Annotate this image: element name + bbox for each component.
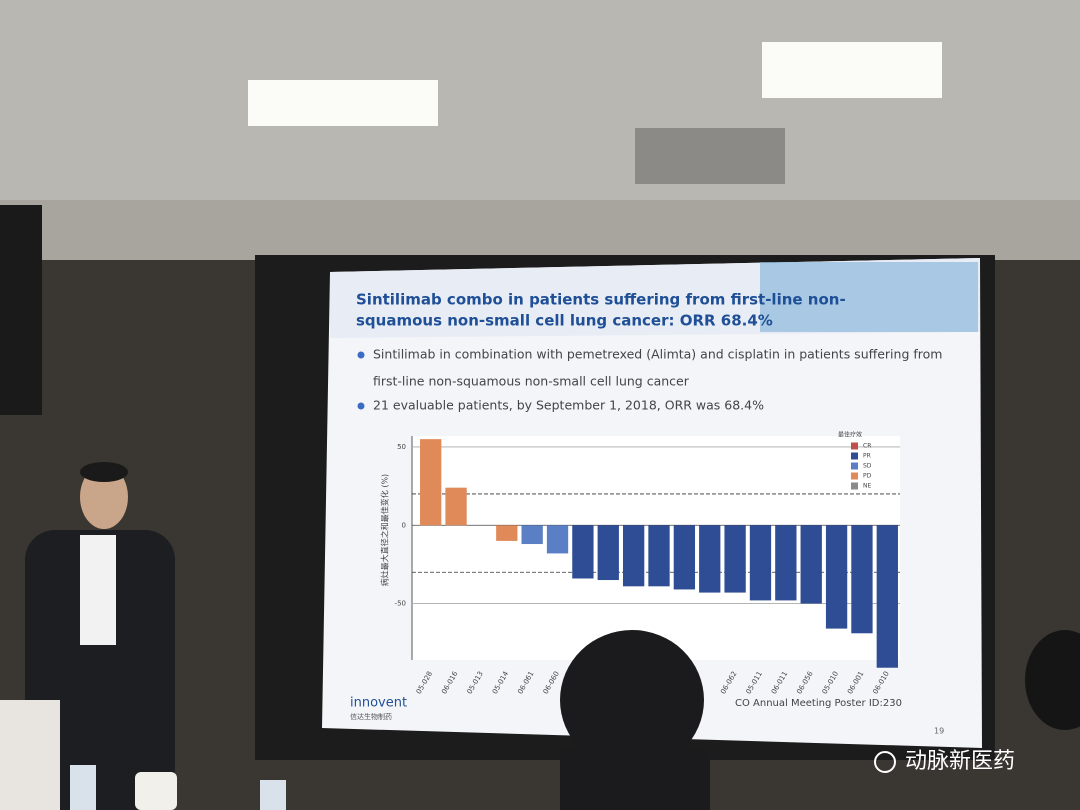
- legend-label: SD: [863, 463, 872, 470]
- footnote: CO Annual Meeting Poster ID:230: [735, 698, 902, 709]
- bottle: [70, 765, 96, 810]
- bar: [800, 525, 822, 604]
- watermark-icon: [874, 751, 896, 773]
- bar: [749, 525, 772, 601]
- cup: [135, 772, 177, 810]
- bar: [572, 525, 594, 579]
- bar: [673, 525, 696, 590]
- bullet-text: first-line non-squamous non-small cell l…: [373, 374, 690, 389]
- slide-title: squamous non-small cell lung cancer: ORR…: [356, 312, 773, 330]
- bar: [622, 525, 645, 587]
- bar: [445, 487, 467, 526]
- y-tick-label: 50: [397, 443, 406, 451]
- bar: [521, 525, 543, 545]
- speaker-head: [80, 465, 128, 529]
- slide-title: Sintilimab combo in patients suffering f…: [356, 291, 846, 309]
- logo-sub: 信达生物制药: [350, 712, 392, 721]
- bullet-text: Sintilimab in combination with pemetrexe…: [373, 347, 942, 362]
- bar: [775, 525, 797, 601]
- speaker-body: [25, 530, 175, 810]
- bar: [851, 525, 873, 634]
- bar: [648, 525, 670, 587]
- y-tick-label: -50: [395, 600, 406, 608]
- audience-shoulder: [0, 700, 60, 810]
- bar: [496, 525, 518, 541]
- bar: [420, 439, 442, 526]
- speaker-shirt: [80, 535, 116, 645]
- legend-swatch: [851, 482, 858, 490]
- beam: [0, 200, 1080, 260]
- bar: [825, 525, 848, 629]
- people: [0, 462, 1080, 810]
- speaker-hair: [80, 462, 128, 482]
- legend-swatch: [851, 452, 858, 460]
- vent: [635, 128, 785, 184]
- y-tick-label: 0: [402, 521, 406, 529]
- bar: [699, 525, 721, 593]
- legend-title: 最佳疗效: [838, 431, 862, 439]
- watermark: 动脉新医药: [905, 749, 1015, 774]
- audience-head: [1025, 630, 1080, 730]
- legend-swatch: [851, 462, 858, 470]
- audience-body: [560, 750, 710, 810]
- legend-swatch: [851, 472, 858, 480]
- y-axis-label: 病灶最大直径之和最佳变化 (%): [380, 474, 390, 586]
- bullet: [357, 351, 365, 359]
- ceiling-light: [762, 42, 942, 98]
- legend-label: PR: [863, 453, 871, 460]
- ceiling-light: [248, 80, 438, 126]
- bar: [724, 525, 746, 593]
- header-image: [760, 262, 978, 332]
- bullet: [357, 402, 365, 410]
- bar: [876, 525, 898, 668]
- ceiling: [0, 0, 1080, 230]
- logo: innovent: [350, 696, 407, 711]
- bar: [546, 525, 569, 554]
- bullet-text: 21 evaluable patients, by September 1, 2…: [373, 398, 764, 413]
- legend-label: CR: [863, 443, 871, 450]
- monitor: [0, 205, 42, 415]
- legend-label: NE: [863, 483, 871, 490]
- bar: [597, 525, 619, 581]
- page-number: 19: [934, 727, 944, 736]
- legend-swatch: [851, 442, 858, 450]
- bottle: [260, 780, 286, 810]
- legend-label: PD: [863, 473, 872, 480]
- audience-head: [560, 630, 704, 770]
